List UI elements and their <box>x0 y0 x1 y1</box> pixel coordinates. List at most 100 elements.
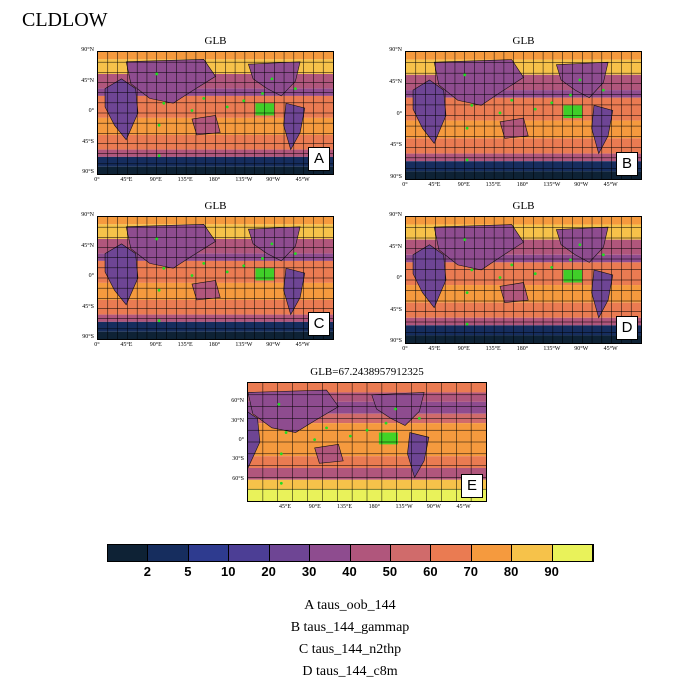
map-panel-a: GLB A 90°N 45°N 0° 45°S 90°S 0° 45°E 90°E 135°E 1… <box>81 35 334 183</box>
colorbar-swatch <box>350 545 391 561</box>
map-plot <box>97 51 334 175</box>
panel-letter: B <box>616 152 638 176</box>
latitude-label: 90°N <box>389 47 402 53</box>
colorbar-swatch <box>188 545 230 561</box>
colorbar-swatch <box>390 545 432 561</box>
longitude-label: 180° <box>368 504 381 510</box>
latitude-label: 60°S <box>232 475 244 482</box>
longitude-label: 45°E <box>428 346 441 352</box>
map-panel-d: GLB D 90°N 45°N 0° 45°S 90°S 0° 45°E 90°E 135°E 1… <box>389 200 642 352</box>
longitude-label: 90°W <box>266 177 281 183</box>
colorbar-labels: 2 5 10 20 30 40 50 60 70 80 90 <box>107 564 592 580</box>
latitude-label: 30°N <box>231 417 244 424</box>
longitude-label: 45°E <box>428 182 441 188</box>
longitude-label: 135°W <box>235 342 253 348</box>
longitude-label: 135°W <box>543 182 561 188</box>
longitude-label: 180° <box>516 182 529 188</box>
latitude-label: 90°N <box>389 212 402 218</box>
map-field <box>248 383 486 501</box>
case-legend-item: B taus_144_gammap <box>290 620 410 635</box>
longitude-label: 0° <box>94 177 100 183</box>
longitude-label: 45°W <box>456 504 471 510</box>
latitude-label: 45°N <box>81 77 94 84</box>
longitude-label: 90°W <box>266 342 281 348</box>
longitude-label: 180° <box>208 177 221 183</box>
latitude-label: 0° <box>396 275 402 281</box>
longitude-label: 135°E <box>177 342 193 348</box>
longitude-label: 45°W <box>295 177 310 183</box>
colorbar-swatch <box>512 545 553 561</box>
latitude-label: 90°N <box>81 212 94 218</box>
latitude-label: 90°S <box>390 338 402 344</box>
colorbar-swatch <box>148 545 189 561</box>
longitude-label: 0° <box>402 182 408 188</box>
longitude-label: 135°W <box>235 177 253 183</box>
longitude-label: 45°E <box>120 342 133 348</box>
longitude-label: 45°W <box>603 182 618 188</box>
longitude-label: 90°E <box>457 346 470 352</box>
latitude-label: 60°N <box>231 398 244 405</box>
longitude-label: 0° <box>402 346 408 352</box>
case-legend-item: A taus_oob_144 <box>304 598 396 613</box>
longitude-label: 90°W <box>574 346 589 352</box>
latitude-label: 0° <box>88 273 94 279</box>
colorbar-swatch <box>552 545 594 561</box>
longitude-label: 135°W <box>395 504 413 510</box>
colorbar-tick-label: 70 <box>463 564 478 579</box>
panel-title: GLB <box>204 35 227 47</box>
colorbar-tick-label: 5 <box>184 564 192 579</box>
latitude-label: 90°N <box>81 47 94 53</box>
map-field <box>406 52 641 179</box>
map-plot <box>405 51 642 180</box>
case-legend-item: C taus_144_n2thp <box>298 642 402 657</box>
colorbar-tick-label: 90 <box>544 564 559 579</box>
longitude-label: 45°E <box>279 504 292 510</box>
colorbar-swatch <box>108 545 149 561</box>
latitude-label: 45°N <box>389 243 402 250</box>
figure-title: CLDLOW <box>22 9 108 31</box>
latitude-label: 90°S <box>390 174 402 180</box>
colorbar-tick-label: 20 <box>261 564 276 579</box>
map-panel-b: GLB B 90°N 45°N 0° 45°S 90°S 0° 45°E 90°E 135°E 1… <box>389 35 642 188</box>
colorbar-tick-label: 50 <box>382 564 398 579</box>
map-field <box>98 217 333 339</box>
panel-title: GLB <box>204 200 227 212</box>
latitude-label: 45°S <box>82 138 94 145</box>
longitude-label: 90°E <box>149 342 162 348</box>
map-panel-c: GLB C 90°N 45°N 0° 45°S 90°S 0° 45°E 90°E 135°E 1… <box>81 200 334 348</box>
latitude-label: 45°S <box>390 306 402 313</box>
longitude-label: 45°E <box>120 177 133 183</box>
case-legend-item: D taus_144_c8m <box>302 664 398 679</box>
map-field <box>98 52 333 174</box>
latitude-label: 90°S <box>82 334 94 340</box>
longitude-label: 45°W <box>603 346 618 352</box>
panel-title: GLB <box>512 35 535 47</box>
map-panel-e: GLB=67.2438957912325 E 60°N 30°N 0° 30°S 60°… <box>231 366 487 510</box>
colorbar-swatch <box>431 545 472 561</box>
map-plot <box>405 216 642 344</box>
panel-title: GLB <box>512 200 535 212</box>
latitude-label: 30°S <box>232 456 244 463</box>
colorbar-swatch <box>310 545 351 561</box>
longitude-label: 90°W <box>426 504 441 510</box>
longitude-label: 90°E <box>308 504 321 510</box>
latitude-label: 45°N <box>389 78 402 85</box>
colorbar-tick-label: 80 <box>503 564 519 579</box>
colorbar-swatch <box>269 545 311 561</box>
longitude-label: 90°W <box>574 182 589 188</box>
longitude-label: 45°W <box>295 342 310 348</box>
colorbar-swatch <box>229 545 270 561</box>
colorbar-tick-label: 30 <box>301 564 317 579</box>
latitude-label: 90°S <box>82 169 94 175</box>
longitude-label: 90°E <box>149 177 162 183</box>
latitude-label: 0° <box>238 437 244 443</box>
latitude-label: 0° <box>396 110 402 117</box>
longitude-label: 180° <box>516 346 529 352</box>
panel-title: GLB=67.2438957912325 <box>310 366 424 378</box>
colorbar-tick-label: 40 <box>342 564 357 579</box>
panel-letter: D <box>616 316 638 340</box>
latitude-label: 0° <box>88 108 94 114</box>
latitude-label: 45°N <box>81 242 94 249</box>
panel-letter: E <box>461 474 483 498</box>
longitude-label: 135°E <box>485 182 501 188</box>
